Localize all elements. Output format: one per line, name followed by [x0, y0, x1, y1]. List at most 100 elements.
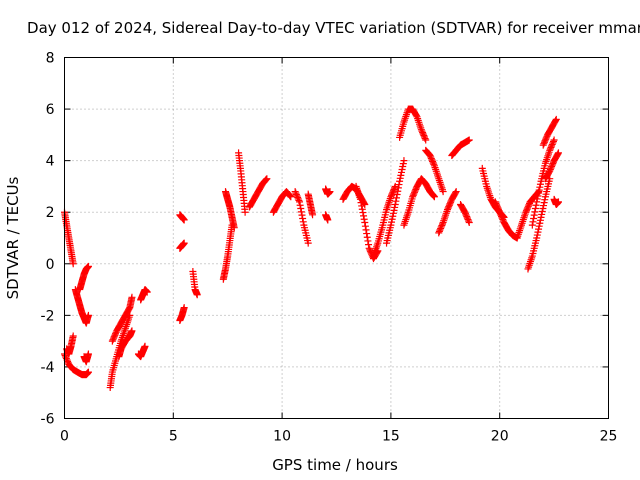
data-point — [436, 226, 444, 234]
chart-title: Day 012 of 2024, Sidereal Day-to-day VTE… — [27, 19, 640, 37]
x-tick-label: 15 — [382, 429, 400, 445]
data-point — [447, 198, 455, 206]
data-point — [293, 192, 301, 200]
series-arc28 — [383, 157, 408, 247]
data-point — [412, 185, 420, 193]
data-point — [409, 191, 417, 199]
y-tick-label: 4 — [46, 154, 55, 170]
data-point — [462, 210, 470, 218]
data-point — [388, 191, 396, 199]
data-point — [298, 211, 306, 219]
data-point — [528, 221, 536, 229]
series-arc38 — [524, 175, 554, 273]
data-point — [388, 218, 396, 226]
data-point — [538, 210, 546, 218]
data-point — [428, 156, 436, 164]
data-point — [389, 212, 397, 220]
data-point — [296, 198, 304, 206]
data-point — [438, 221, 446, 229]
series-arc16 — [219, 221, 236, 283]
data-point — [531, 205, 539, 213]
data-point — [549, 160, 557, 168]
series-arc09 — [115, 327, 136, 361]
data-point — [530, 211, 538, 219]
series-arc15 — [189, 268, 201, 299]
data-point — [411, 188, 419, 196]
data-point — [496, 208, 504, 216]
data-point — [391, 200, 399, 208]
data-point — [463, 214, 471, 222]
data-point — [492, 199, 500, 207]
series-arc18 — [235, 149, 249, 216]
series-arc39 — [528, 136, 558, 229]
data-point — [550, 136, 558, 144]
data-point — [461, 208, 469, 216]
data-point — [387, 193, 395, 201]
x-tick-label: 20 — [491, 429, 509, 445]
data-point — [365, 244, 373, 252]
data-point — [262, 176, 270, 184]
data-point — [549, 139, 557, 147]
data-point — [546, 167, 554, 175]
series-arc30 — [400, 175, 438, 229]
data-point — [420, 132, 428, 140]
data-point — [554, 150, 562, 158]
data-point — [361, 200, 369, 208]
series-arc21 — [291, 188, 312, 247]
data-point — [524, 202, 532, 210]
series-arc32 — [435, 188, 460, 237]
data-point — [537, 213, 545, 221]
data-point — [430, 160, 438, 168]
data-point — [399, 160, 407, 168]
data-point — [294, 193, 302, 201]
data-point — [241, 208, 249, 216]
data-point — [363, 230, 371, 238]
data-point — [535, 222, 543, 230]
data-point — [542, 134, 550, 142]
data-point — [463, 213, 471, 221]
data-point — [535, 186, 543, 194]
data-point — [547, 143, 555, 151]
data-point — [535, 225, 543, 233]
data-point — [524, 204, 532, 212]
series-arc17 — [222, 188, 238, 232]
data-point — [439, 220, 447, 228]
data-point — [493, 202, 501, 210]
data-point — [388, 190, 396, 198]
data-point — [419, 130, 427, 138]
y-tick-label: 6 — [46, 102, 55, 118]
data-point — [429, 157, 437, 165]
data-point — [437, 224, 445, 232]
data-point — [389, 209, 397, 217]
data-point — [397, 168, 405, 176]
data-point — [429, 191, 437, 199]
series-arc08 — [108, 293, 136, 345]
data-point — [465, 217, 473, 225]
data-point — [286, 192, 294, 200]
data-point — [546, 165, 554, 173]
data-point — [389, 188, 397, 196]
data-point — [497, 211, 505, 219]
data-point — [358, 205, 366, 213]
data-point — [546, 145, 554, 153]
data-point — [180, 304, 188, 312]
x-tick-label: 5 — [169, 429, 178, 445]
data-point — [452, 189, 460, 197]
series-arc22 — [304, 190, 317, 219]
data-point — [410, 190, 418, 198]
data-point — [494, 205, 502, 213]
data-point — [391, 203, 399, 211]
data-point — [141, 342, 149, 350]
data-point — [494, 204, 502, 212]
data-point — [430, 193, 438, 201]
data-point — [359, 209, 367, 217]
data-point — [296, 201, 304, 209]
data-point — [420, 133, 428, 141]
data-point — [292, 189, 300, 197]
data-point — [429, 159, 437, 167]
series-arc29 — [396, 105, 430, 144]
data-point — [286, 191, 294, 199]
data-point — [262, 175, 270, 183]
data-points — [61, 105, 562, 392]
data-point — [230, 224, 238, 232]
